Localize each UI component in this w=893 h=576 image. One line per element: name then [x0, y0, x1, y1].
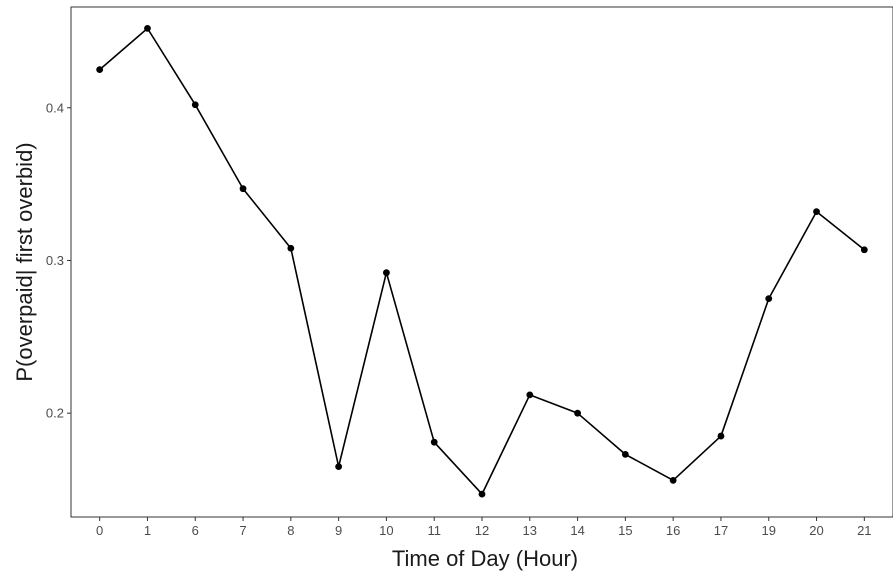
data-point [430, 438, 438, 446]
data-point [335, 463, 343, 471]
y-tick-label: 0.2 [46, 406, 64, 421]
x-tick-label: 16 [666, 523, 680, 538]
x-tick-label: 1 [144, 523, 151, 538]
data-point [96, 66, 104, 74]
data-point [860, 246, 868, 254]
x-tick-label: 14 [570, 523, 584, 538]
data-point [717, 432, 725, 440]
x-tick-label: 9 [335, 523, 342, 538]
y-tick-label: 0.4 [46, 100, 64, 115]
x-tick-label: 20 [809, 523, 823, 538]
data-point [669, 476, 677, 484]
x-tick-label: 13 [523, 523, 537, 538]
x-tick-label: 15 [618, 523, 632, 538]
x-tick-label: 0 [96, 523, 103, 538]
data-point [526, 391, 534, 399]
data-point [765, 295, 773, 303]
x-tick-label: 10 [379, 523, 393, 538]
x-tick-label: 11 [427, 523, 441, 538]
data-point [191, 101, 199, 109]
x-axis-title: Time of Day (Hour) [392, 546, 578, 571]
data-point [239, 185, 247, 193]
x-tick-label: 6 [192, 523, 199, 538]
axis-layer: 0.20.30.40 1 6 7 8 9 10 11 12 13 14 15 16 17 19 20 21 [46, 6, 893, 538]
data-point [621, 450, 629, 458]
y-axis-title: P(overpaid| first overbid) [12, 142, 37, 381]
x-tick-label: 21 [857, 523, 871, 538]
panel-background [71, 7, 893, 517]
data-point [383, 269, 390, 277]
data-point [478, 490, 486, 498]
data-point [144, 24, 151, 32]
x-tick-label: 17 [714, 523, 728, 538]
x-tick-label: 12 [475, 523, 489, 538]
x-tick-label: 8 [287, 523, 294, 538]
x-tick-label: 19 [762, 523, 776, 538]
data-point [287, 244, 295, 252]
series-layer [96, 24, 868, 498]
plot-panel [71, 7, 893, 517]
x-tick-label: 7 [239, 523, 246, 538]
y-tick-label: 0.3 [46, 253, 64, 268]
data-point [574, 409, 581, 417]
data-point [813, 208, 820, 216]
